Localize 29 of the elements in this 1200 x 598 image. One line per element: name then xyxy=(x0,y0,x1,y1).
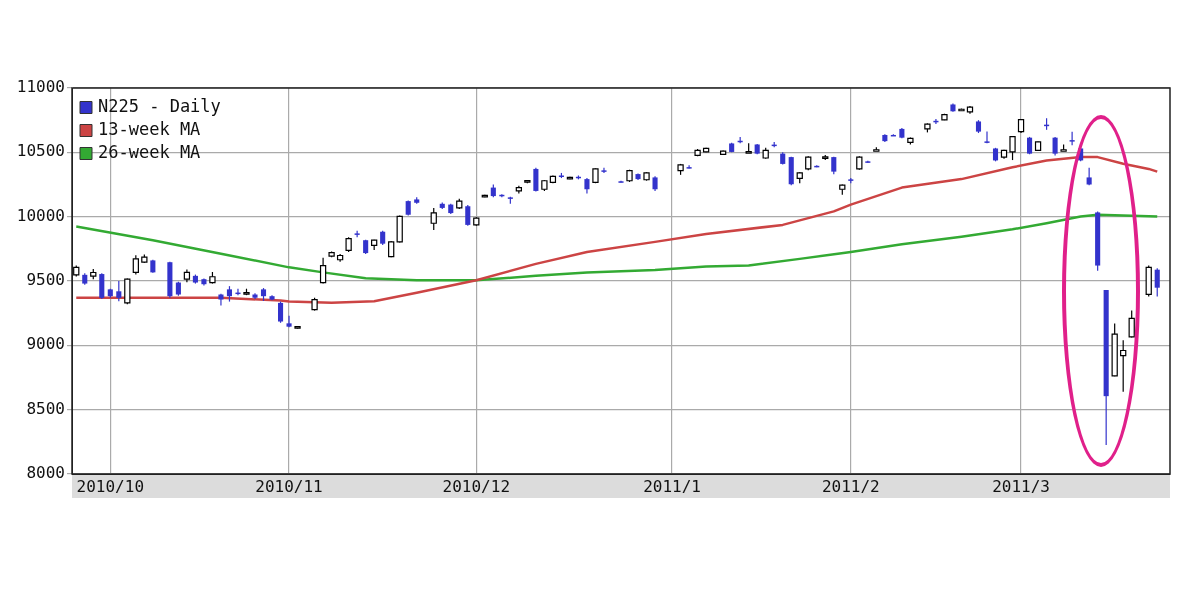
y-tick-label: 8000 xyxy=(26,463,65,483)
candlestick xyxy=(465,204,471,227)
candlestick xyxy=(1052,136,1058,157)
y-tick-label: 11000 xyxy=(16,77,65,97)
candlestick xyxy=(99,272,105,300)
x-tick-label: 2010/12 xyxy=(442,476,511,496)
candlestick xyxy=(686,164,692,170)
candlestick xyxy=(1069,131,1075,146)
x-tick-label: 2011/2 xyxy=(821,476,880,496)
x-tick-label: 2010/10 xyxy=(76,476,145,496)
candlestick xyxy=(277,300,284,324)
x-tick-label: 2011/1 xyxy=(643,476,701,496)
candlestick xyxy=(601,167,607,174)
legend-label: N225 - Daily xyxy=(98,95,221,116)
legend-label: 26-week MA xyxy=(98,141,201,162)
y-tick-label: 9500 xyxy=(26,270,65,290)
candlestick xyxy=(116,280,122,302)
candlestick xyxy=(354,230,360,238)
x-tick-label: 2011/3 xyxy=(992,476,1050,496)
candlestick xyxy=(286,315,292,328)
y-tick-label: 9000 xyxy=(26,334,65,354)
y-tick-label: 10000 xyxy=(16,205,65,225)
candlestick xyxy=(1154,267,1160,298)
y-tick-label: 8500 xyxy=(26,398,65,418)
candlestick xyxy=(533,167,539,193)
y-tick-label: 10500 xyxy=(16,141,65,161)
x-tick-label: 2010/11 xyxy=(255,476,323,496)
legend-label: 13-week MA xyxy=(98,118,201,139)
candlestick xyxy=(984,131,990,144)
